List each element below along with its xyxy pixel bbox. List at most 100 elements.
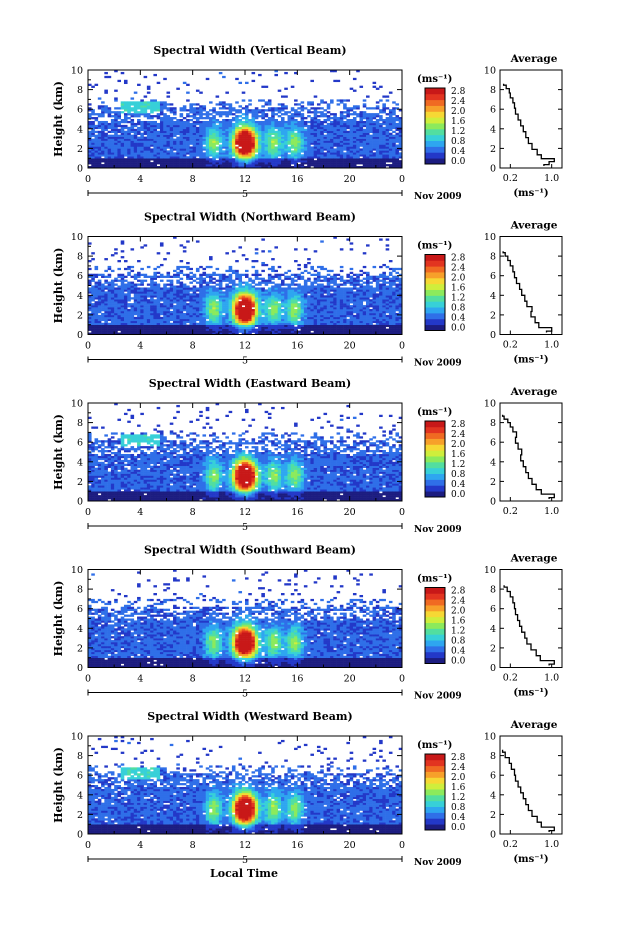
heatmap-cell <box>189 303 193 306</box>
heatmap-cell <box>245 273 249 276</box>
heatmap-cell <box>274 134 279 137</box>
heatmap-cell <box>294 328 298 331</box>
heatmap-cell <box>222 324 226 327</box>
heatmap-cell <box>179 124 184 128</box>
heatmap-cell <box>366 126 370 130</box>
heatmap-cell <box>300 301 305 304</box>
heatmap-cell <box>173 297 177 300</box>
heatmap-cell <box>372 162 377 165</box>
heatmap-cell <box>215 164 220 167</box>
heatmap-cell <box>218 297 223 300</box>
heatmap-cell <box>349 120 354 124</box>
heatmap-cell <box>303 152 308 155</box>
heatmap-cell <box>290 301 295 304</box>
heatmap-cell <box>294 283 298 286</box>
heatmap-cell <box>137 162 141 165</box>
heatmap-cell <box>88 273 92 276</box>
heatmap-cell <box>356 130 360 134</box>
heatmap-cell <box>267 164 272 167</box>
heatmap-cell <box>235 322 239 325</box>
heatmap-cell <box>333 164 337 167</box>
heatmap-cell <box>323 142 328 145</box>
heatmap-cell <box>173 312 177 316</box>
heatmap-cell <box>375 120 380 124</box>
heatmap-cell <box>313 324 318 327</box>
heatmap-cell <box>339 136 344 139</box>
heatmap-cell <box>274 158 279 161</box>
colorbar-swatch <box>425 93 445 101</box>
heatmap-cell <box>173 122 177 126</box>
heatmap-cell <box>248 299 252 302</box>
heatmap-cell <box>336 119 341 122</box>
heatmap-cell <box>267 289 272 292</box>
heatmap-cell <box>303 146 308 149</box>
heatmap-cell <box>297 142 301 145</box>
heatmap-cell <box>189 164 193 167</box>
heatmap-cell <box>333 134 337 137</box>
heatmap-cell <box>104 111 108 114</box>
heatmap-cell <box>94 291 99 294</box>
heatmap-cell <box>199 322 203 325</box>
heatmap-cell <box>150 310 154 314</box>
heatmap-cell <box>130 138 135 141</box>
heatmap-cell <box>336 130 341 134</box>
heatmap-cell <box>182 144 187 147</box>
heatmap-cell <box>297 103 301 106</box>
heatmap-cell <box>343 111 347 114</box>
heatmap-cell <box>163 115 167 118</box>
heatmap-cell <box>225 328 229 331</box>
heatmap-cell <box>222 105 226 108</box>
heatmap-cell <box>326 119 331 122</box>
heatmap-cell <box>287 293 292 296</box>
heatmap-cell <box>359 126 364 130</box>
heatmap-cell <box>192 126 197 130</box>
heatmap-cell <box>379 99 383 102</box>
heatmap-cell <box>114 156 118 159</box>
heatmap-cell <box>261 140 265 143</box>
heatmap-cell <box>241 330 246 333</box>
heatmap-cell <box>254 307 259 310</box>
heatmap-cell <box>307 154 311 157</box>
heatmap-cell <box>379 166 383 169</box>
heatmap-cell <box>146 158 151 161</box>
heatmap-cell <box>140 273 144 276</box>
heatmap-cell <box>140 318 144 322</box>
heatmap-cell <box>382 130 386 134</box>
heatmap-cell <box>133 156 138 159</box>
heatmap-cell <box>323 134 328 137</box>
heatmap-cell <box>349 152 354 155</box>
heatmap-cell <box>326 128 331 132</box>
heatmap-cell <box>254 291 259 294</box>
heatmap-cell <box>192 158 197 161</box>
heatmap-cell <box>379 152 383 155</box>
heatmap-cell <box>94 152 99 155</box>
heatmap-cell <box>323 115 328 118</box>
heatmap-cell <box>258 99 262 102</box>
heatmap-cell <box>176 136 180 139</box>
heatmap-cell <box>231 250 236 253</box>
heatmap-cell <box>107 160 112 163</box>
heatmap-cell <box>261 152 265 155</box>
heatmap-cell <box>300 140 305 143</box>
heatmap-cell <box>166 309 171 312</box>
heatmap-cell <box>385 164 390 167</box>
heatmap-cell <box>130 146 135 149</box>
heatmap-cell <box>114 332 118 335</box>
heatmap-cell <box>176 316 180 320</box>
heatmap-cell <box>261 307 265 310</box>
heatmap-cell <box>117 320 122 324</box>
heatmap-cell <box>117 113 122 116</box>
heatmap-cell <box>107 162 112 165</box>
heatmap-cell <box>163 324 167 327</box>
heatmap-cell <box>130 289 135 292</box>
heatmap-cell <box>264 144 269 147</box>
heatmap-cell <box>104 299 108 302</box>
heatmap-cell <box>245 119 249 122</box>
heatmap-cell <box>88 301 92 304</box>
heatmap-cell <box>284 297 288 300</box>
heatmap-cell <box>264 154 269 157</box>
heatmap-cell <box>202 107 207 110</box>
heatmap-cell <box>156 107 161 110</box>
heatmap-cell <box>228 130 233 134</box>
heatmap-cell <box>186 309 190 312</box>
